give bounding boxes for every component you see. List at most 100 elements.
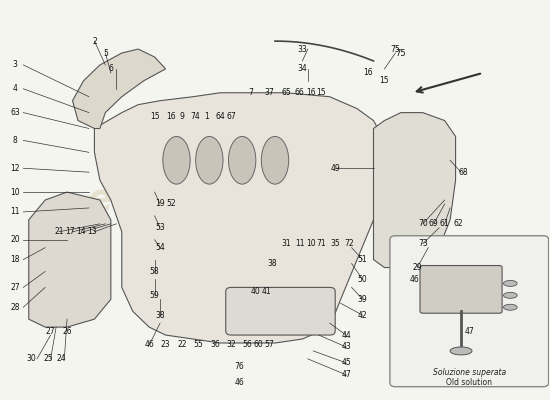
- Text: 11: 11: [295, 239, 304, 248]
- Text: 18: 18: [10, 255, 20, 264]
- Text: 46: 46: [234, 378, 244, 387]
- Text: 31: 31: [281, 239, 291, 248]
- Text: 51: 51: [358, 255, 367, 264]
- Text: 7: 7: [248, 88, 253, 97]
- Text: 34: 34: [298, 64, 307, 74]
- Text: 55: 55: [194, 340, 204, 350]
- Text: 59: 59: [150, 291, 160, 300]
- Polygon shape: [29, 192, 111, 327]
- Text: eurospares: eurospares: [86, 181, 332, 219]
- Text: 22: 22: [177, 340, 186, 350]
- Text: 24: 24: [57, 354, 67, 363]
- Text: 15: 15: [150, 112, 160, 121]
- Ellipse shape: [503, 304, 517, 310]
- Text: 63: 63: [10, 108, 20, 117]
- Ellipse shape: [450, 347, 472, 355]
- Text: 69: 69: [429, 219, 438, 228]
- Ellipse shape: [228, 136, 256, 184]
- Text: 40: 40: [251, 287, 261, 296]
- Polygon shape: [73, 49, 166, 128]
- Text: 1: 1: [204, 112, 209, 121]
- Text: 53: 53: [155, 223, 165, 232]
- Text: 19: 19: [155, 200, 165, 208]
- Ellipse shape: [503, 280, 517, 286]
- Text: 17: 17: [65, 227, 75, 236]
- Text: 35: 35: [331, 239, 340, 248]
- Ellipse shape: [261, 136, 289, 184]
- Text: 4: 4: [13, 84, 18, 93]
- Text: 56: 56: [243, 340, 252, 350]
- Text: 46: 46: [144, 340, 154, 350]
- Text: 25: 25: [43, 354, 53, 363]
- Text: 65: 65: [281, 88, 291, 97]
- Text: 2: 2: [92, 37, 97, 46]
- Text: 38: 38: [267, 259, 277, 268]
- Text: 27: 27: [10, 283, 20, 292]
- Text: 27: 27: [46, 326, 56, 336]
- Text: 10: 10: [10, 188, 20, 196]
- Text: 26: 26: [62, 326, 72, 336]
- Text: 62: 62: [454, 219, 463, 228]
- Text: 64: 64: [216, 112, 225, 121]
- Text: 3: 3: [13, 60, 18, 70]
- Text: 8: 8: [13, 136, 18, 145]
- Text: 30: 30: [26, 354, 36, 363]
- Text: 33: 33: [298, 44, 307, 54]
- Text: 50: 50: [358, 275, 367, 284]
- Text: 47: 47: [341, 370, 351, 379]
- Text: 67: 67: [227, 112, 236, 121]
- Text: Old solution: Old solution: [446, 378, 492, 387]
- Text: 68: 68: [459, 168, 469, 177]
- Text: 57: 57: [265, 340, 274, 350]
- Text: 54: 54: [155, 243, 165, 252]
- Text: 37: 37: [265, 88, 274, 97]
- Text: 58: 58: [150, 267, 160, 276]
- Text: 72: 72: [344, 239, 354, 248]
- Text: 28: 28: [10, 303, 20, 312]
- Text: 9: 9: [179, 112, 184, 121]
- Ellipse shape: [163, 136, 190, 184]
- Text: 13: 13: [87, 227, 96, 236]
- Text: Soluzione superata: Soluzione superata: [433, 368, 506, 377]
- Text: 16: 16: [166, 112, 176, 121]
- Text: 11: 11: [10, 208, 20, 216]
- Text: 14: 14: [76, 227, 86, 236]
- Text: 70: 70: [418, 219, 428, 228]
- Ellipse shape: [503, 292, 517, 298]
- Text: 61: 61: [440, 219, 449, 228]
- Text: 42: 42: [358, 311, 367, 320]
- Ellipse shape: [196, 136, 223, 184]
- Text: 38: 38: [155, 311, 165, 320]
- Text: 46: 46: [410, 275, 420, 284]
- Text: 76: 76: [234, 362, 244, 371]
- Text: 32: 32: [227, 340, 236, 350]
- Text: 66: 66: [295, 88, 305, 97]
- Text: 74: 74: [191, 112, 201, 121]
- Text: 29: 29: [412, 263, 422, 272]
- Text: 36: 36: [210, 340, 219, 350]
- Text: 20: 20: [10, 235, 20, 244]
- Text: 21: 21: [54, 227, 64, 236]
- Polygon shape: [95, 93, 384, 343]
- Text: 15: 15: [379, 76, 389, 85]
- Text: 43: 43: [341, 342, 351, 352]
- Text: 39: 39: [358, 295, 367, 304]
- Text: 45: 45: [341, 358, 351, 367]
- Polygon shape: [373, 113, 455, 268]
- Text: 44: 44: [341, 330, 351, 340]
- Text: 10: 10: [306, 239, 315, 248]
- Text: 12: 12: [10, 164, 20, 173]
- Text: 49: 49: [331, 164, 340, 173]
- FancyBboxPatch shape: [226, 287, 335, 335]
- Text: 6: 6: [108, 64, 113, 74]
- Text: 73: 73: [418, 239, 428, 248]
- Text: 75: 75: [390, 44, 400, 54]
- Text: 15: 15: [317, 88, 326, 97]
- FancyBboxPatch shape: [390, 236, 548, 387]
- Text: 41: 41: [262, 287, 272, 296]
- Text: 52: 52: [166, 200, 176, 208]
- Text: 60: 60: [254, 340, 263, 350]
- Text: 71: 71: [317, 239, 326, 248]
- Text: 16: 16: [306, 88, 315, 97]
- Text: 47: 47: [464, 326, 474, 336]
